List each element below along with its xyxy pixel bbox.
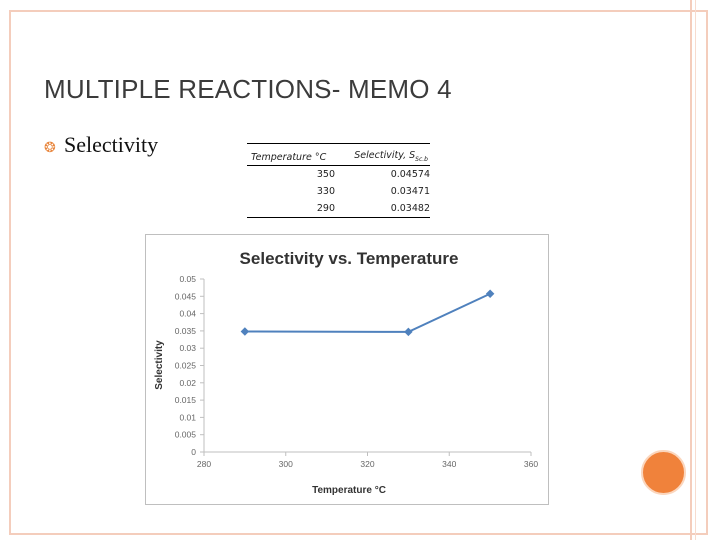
selectivity-table: Temperature °C Selectivity, SSc.b 350 0.… <box>247 143 430 218</box>
slide-title: MULTIPLE REACTIONS- MEMO 4 <box>44 74 452 104</box>
chart-title: Selectivity vs. Temperature <box>240 249 459 268</box>
y-tick-label: 0.015 <box>175 395 197 405</box>
chart-svg: Selectivity vs. Temperature Temperature … <box>154 249 539 496</box>
x-tick-label: 340 <box>442 459 456 469</box>
y-tick-label: 0.01 <box>179 412 196 422</box>
table-row: 350 0.04574 <box>247 166 430 183</box>
slide-frame-line <box>690 0 692 540</box>
y-tick-label: 0.025 <box>175 361 197 371</box>
slide-frame <box>9 10 708 535</box>
bullet-icon: ❂ <box>44 139 56 155</box>
y-tick-label: 0.045 <box>175 291 197 301</box>
chart-xlabel: Temperature °C <box>312 485 386 496</box>
y-tick-label: 0.005 <box>175 430 197 440</box>
chart-series <box>240 289 495 337</box>
x-tick-label: 360 <box>524 459 538 469</box>
chart-axes <box>203 279 531 453</box>
data-point <box>485 289 495 298</box>
table-cell: 0.03482 <box>390 203 430 214</box>
table-cell: 0.04574 <box>390 169 430 180</box>
x-tick-label: 280 <box>197 459 211 469</box>
table-header-selectivity-text: Selectivity, S <box>354 150 416 162</box>
table-cell: 290 <box>316 203 335 214</box>
decorative-circle <box>641 450 686 495</box>
table-header: Temperature °C Selectivity, SSc.b <box>247 144 430 166</box>
y-tick-label: 0.02 <box>179 378 196 388</box>
chart-ylabel: Selectivity <box>154 340 165 390</box>
data-point <box>404 327 413 337</box>
y-tick-label: 0.03 <box>179 343 196 353</box>
slide-frame-line-inner <box>695 0 696 540</box>
table-header-temperature: Temperature °C <box>251 152 327 163</box>
table-row: 290 0.03482 <box>247 200 430 217</box>
table-cell: 350 <box>316 169 335 180</box>
table-header-subscript: Sc.b <box>415 156 428 163</box>
data-point <box>240 327 250 336</box>
y-tick-label: 0 <box>191 447 196 457</box>
series-line <box>244 292 491 333</box>
bullet-label: Selectivity <box>64 132 159 157</box>
y-tick-label: 0.04 <box>179 309 196 319</box>
y-tick-label: 0.035 <box>175 326 197 336</box>
chart-container: Selectivity vs. Temperature Temperature … <box>145 234 549 505</box>
table-cell: 0.03471 <box>390 186 430 197</box>
table-cell: 330 <box>316 186 335 197</box>
chart-ticks: 0 0.005 0.01 0.015 0.02 0.025 0.03 0.035 0.04 0.0… <box>175 274 539 469</box>
table-row: 330 0.03471 <box>247 183 430 200</box>
x-tick-label: 300 <box>279 459 293 469</box>
table-header-selectivity: Selectivity, SSc.b <box>334 150 430 163</box>
y-tick-label: 0.05 <box>179 274 196 284</box>
x-tick-label: 320 <box>360 459 374 469</box>
